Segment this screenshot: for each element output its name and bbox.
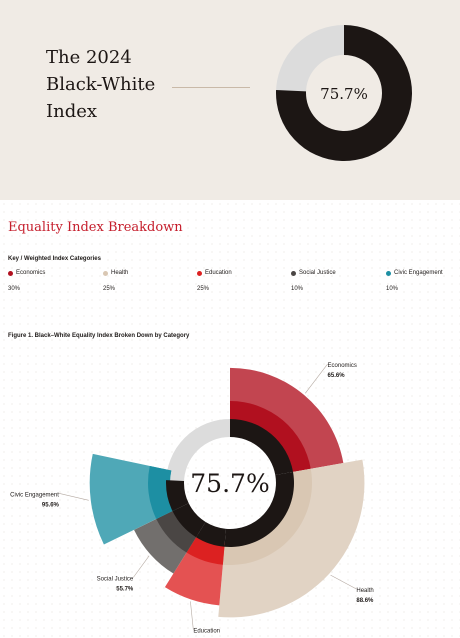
- key-item-education: Education 25%: [197, 270, 232, 292]
- title-divider: [172, 87, 250, 88]
- hero-banner: The 2024 Black-White Index 75.7%: [0, 0, 460, 200]
- title-line-2: Black-White: [46, 74, 156, 95]
- social-justice-label: Social Justice: [97, 576, 134, 582]
- title-line-3: Index: [46, 101, 98, 122]
- health-value-label: 88.6%: [356, 598, 374, 604]
- hero-index-donut: 75.7%: [276, 25, 412, 162]
- center-value-label: 75.7%: [190, 469, 269, 498]
- overall-index-arc-segment: [172, 503, 206, 538]
- health-leader-line: [330, 574, 357, 590]
- civic-engagement-bar-core: [148, 465, 177, 519]
- overall-index-arc-segment: [166, 480, 189, 512]
- education-leader-line: [190, 601, 194, 630]
- key-name: Civic Engagement: [394, 270, 443, 276]
- economics-value-label: 65.6%: [328, 373, 346, 379]
- key-weight: 25%: [197, 285, 210, 292]
- index-title: The 2024 Black-White Index: [46, 44, 176, 125]
- breakdown-title: Equality Index Breakdown: [8, 220, 183, 235]
- civic-engagement-value-label: 95.6%: [42, 502, 60, 508]
- key-name: Economics: [16, 270, 46, 276]
- education-dot-icon: [197, 270, 202, 276]
- title-line-1: The 2024: [46, 47, 132, 68]
- key-title: Key / Weighted Index Categories: [8, 256, 101, 262]
- category-breakdown-chart: Economics65.6%Health88.6%Education74.8%S…: [10, 363, 374, 635]
- education-label: Education: [193, 629, 220, 635]
- key-item-economics: Economics 30%: [8, 270, 45, 292]
- key-weight: 10%: [291, 285, 304, 292]
- economics-dot-icon: [8, 270, 13, 276]
- breakdown-section: Equality Index Breakdown Key / Weighted …: [0, 200, 460, 638]
- key-item-social-justice: Social Justice 10%: [291, 270, 336, 292]
- social-justice-value-label: 55.7%: [116, 586, 134, 592]
- torn-paper-edge: [0, 178, 460, 203]
- health-label: Health: [356, 588, 373, 594]
- social-justice-bar-core: [156, 509, 199, 553]
- key-item-civic-engagement: Civic Engagement 10%: [386, 270, 443, 292]
- economics-leader-line: [305, 363, 328, 394]
- key-weight: 30%: [8, 285, 21, 292]
- social-justice-leader-line: [133, 555, 150, 578]
- overall-index-arc-segment: [230, 419, 294, 476]
- hero-value-label: 75.7%: [320, 85, 368, 103]
- hero-donut-value-arc: [276, 25, 412, 162]
- key-name: Social Justice: [299, 270, 336, 276]
- social-justice-dot-icon: [291, 270, 296, 276]
- health-bar: [218, 459, 365, 618]
- key-weight: 25%: [103, 285, 116, 292]
- figure-title: Figure 1. Black–White Equality Index Bro…: [8, 333, 190, 339]
- economics-label: Economics: [328, 363, 357, 369]
- civic-engagement-dot-icon: [386, 270, 391, 276]
- health-dot-icon: [103, 270, 108, 276]
- key-name: Health: [111, 270, 129, 276]
- overall-index-arc-segment: [224, 471, 294, 547]
- civic-engagement-leader-line: [58, 493, 89, 501]
- civic-engagement-label: Civic Engagement: [10, 492, 59, 498]
- key-item-health: Health 25%: [103, 270, 128, 292]
- key-name: Education: [205, 270, 232, 276]
- economics-bar: [230, 367, 344, 473]
- overall-index-arc-segment: [196, 522, 226, 547]
- key-weight: 10%: [386, 285, 399, 292]
